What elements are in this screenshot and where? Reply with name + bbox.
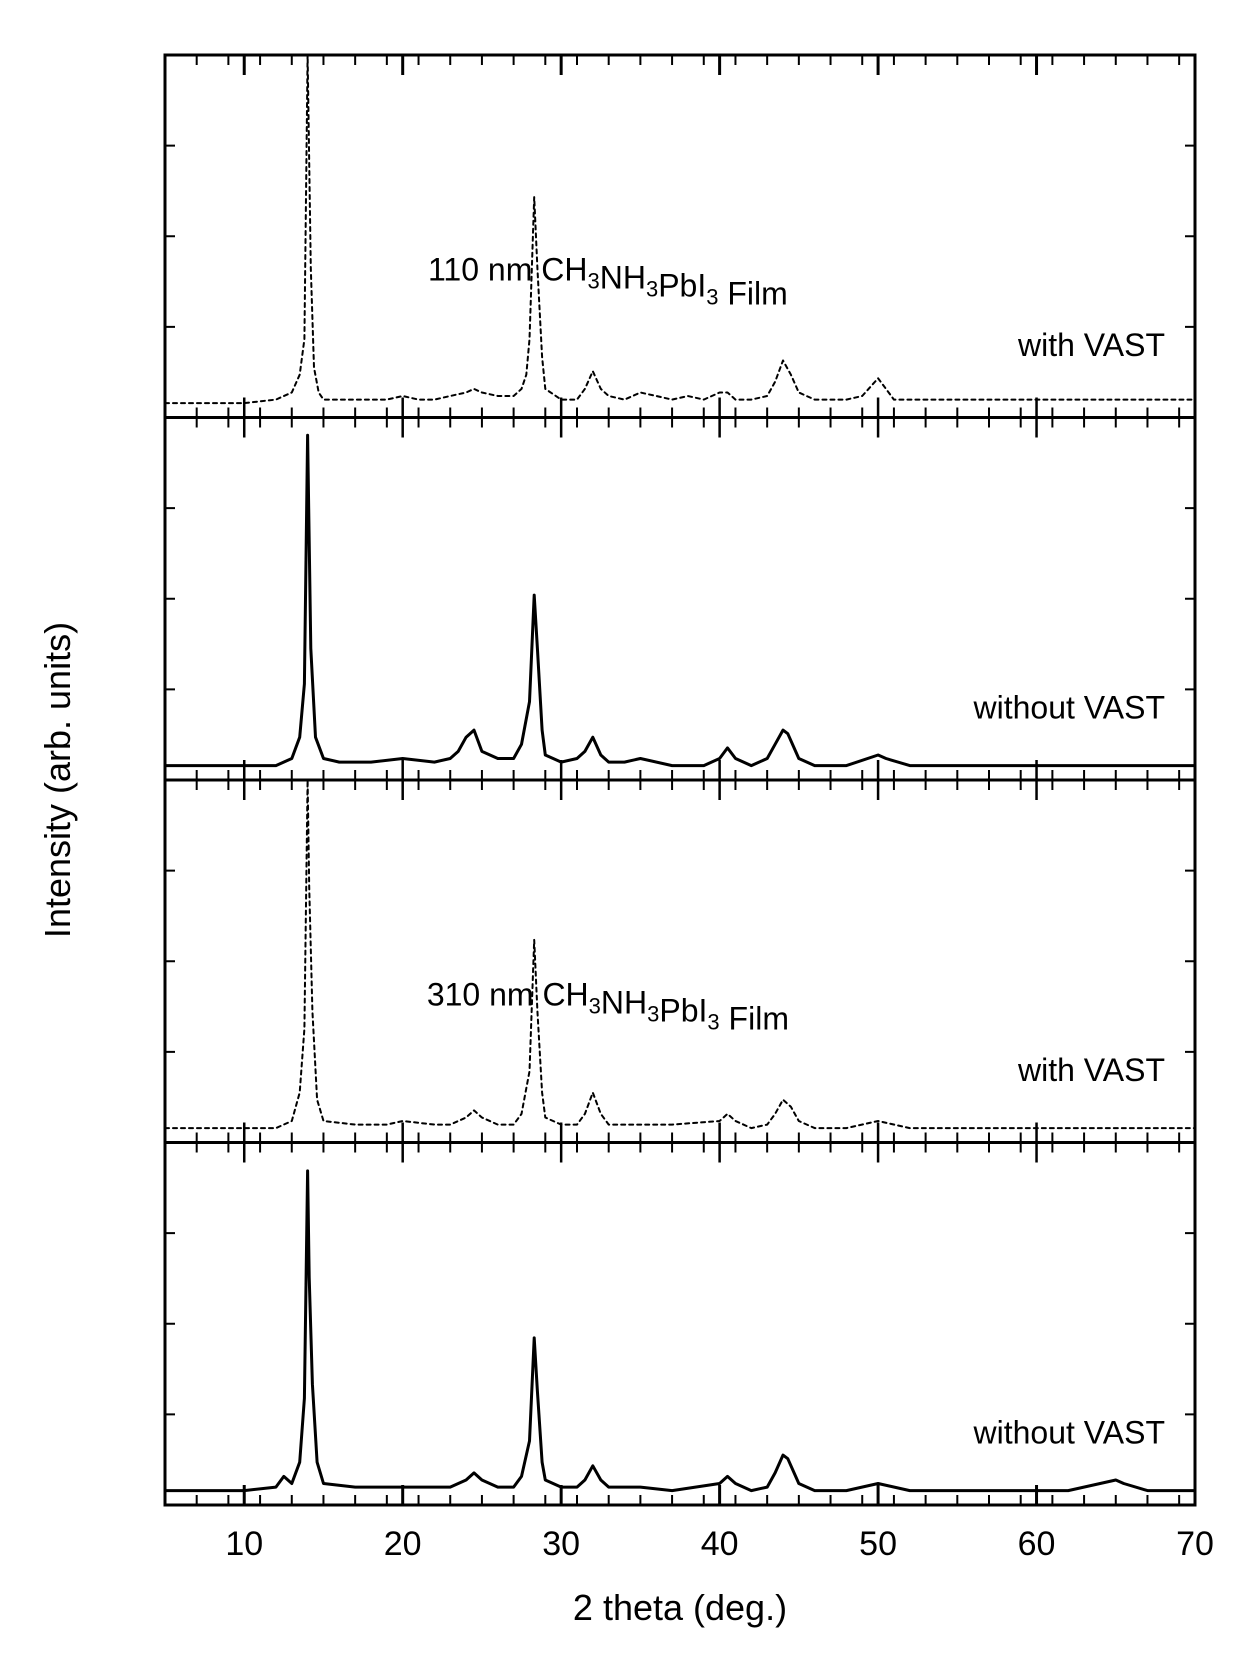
xrd-stacked-chart: 10 20 30 40 50 60 70 2 theta (deg.) Intensity (a… <box>0 0 1240 1680</box>
x-tick-label: 30 <box>542 1525 580 1563</box>
x-tick-label: 60 <box>1018 1525 1056 1563</box>
x-axis-label: 2 theta (deg.) <box>573 1587 787 1628</box>
x-tick-label: 20 <box>384 1525 422 1563</box>
x-tick-label: 40 <box>701 1525 739 1563</box>
x-tick-label: 50 <box>859 1525 897 1563</box>
chart-svg: 10 20 30 40 50 60 70 2 theta (deg.) Intensity (a… <box>0 0 1240 1680</box>
panel-label: with VAST <box>1017 1052 1165 1088</box>
panel-label: with VAST <box>1017 327 1165 363</box>
x-tick-label: 10 <box>225 1525 263 1563</box>
x-tick-label: 70 <box>1176 1525 1214 1563</box>
panel-label: without VAST <box>973 1414 1165 1450</box>
panel-label: without VAST <box>973 689 1165 725</box>
y-axis-label: Intensity (arb. units) <box>37 622 78 938</box>
